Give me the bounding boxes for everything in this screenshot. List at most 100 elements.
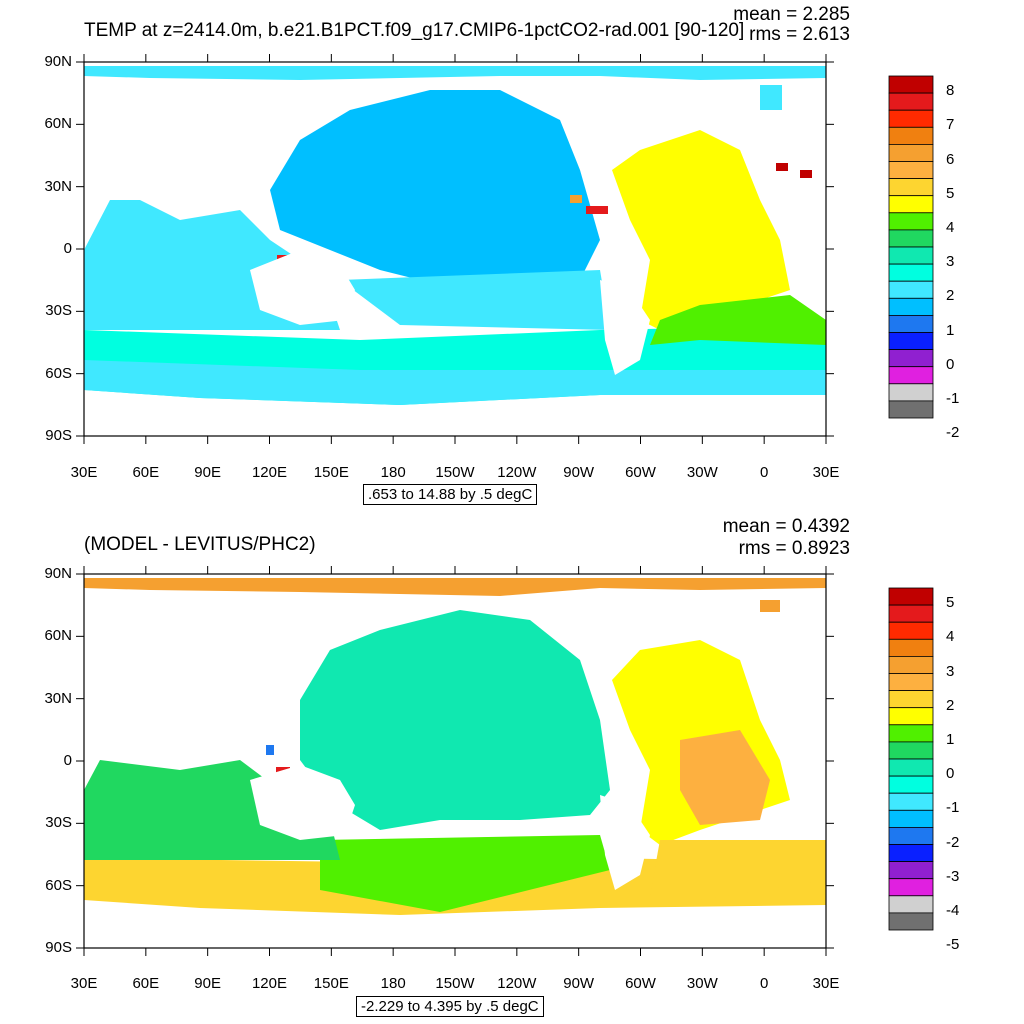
- bottom-legend-swatch: [888, 604, 934, 623]
- bottom-legend-swatch: [888, 844, 934, 863]
- bottom-legend-swatch: [888, 827, 934, 845]
- top-x-tick-label: 60W: [625, 464, 656, 481]
- top-legend-label: 1: [946, 321, 955, 339]
- top-x-tick-label: 60E: [132, 464, 160, 481]
- bottom-legend-swatch: [888, 878, 934, 897]
- bottom-legend-label: 0: [946, 765, 955, 783]
- bottom-y-tick-label: 90N: [44, 565, 72, 582]
- top-legend-swatch: [888, 314, 934, 333]
- bottom-contour-range-label: -2.229 to 4.395 by .5 degC: [356, 996, 544, 1017]
- top-x-tick-label: 180: [380, 464, 406, 481]
- top-x-tick-label: 150E: [313, 464, 349, 481]
- bottom-legend-label: -1: [946, 799, 960, 817]
- bottom-legend-label: -4: [946, 901, 960, 919]
- top-legend-swatch: [888, 109, 934, 128]
- top-legend-swatch: [888, 75, 934, 94]
- top-legend-label: 8: [946, 82, 955, 100]
- bottom-legend-label: -5: [946, 936, 960, 954]
- bottom-x-tick-label: 150W: [435, 975, 475, 992]
- top-y-tick-label: 90N: [44, 53, 72, 70]
- top-x-tick-label: 90W: [563, 464, 595, 481]
- axis-ticks: [76, 54, 834, 956]
- top-legend-label: -1: [946, 389, 960, 407]
- top-legend-swatch: [888, 246, 934, 265]
- bottom-legend-swatch: [888, 741, 934, 760]
- top-legend-swatch: [888, 229, 934, 248]
- top-legend-swatch: [888, 195, 934, 214]
- bottom-legend-label: 3: [946, 662, 955, 680]
- top-x-tick-label: 150W: [435, 464, 475, 481]
- bottom-x-tick-label: 120E: [251, 975, 288, 992]
- bottom-x-tick-label: 150E: [313, 975, 349, 992]
- top-legend-label: 6: [946, 150, 955, 168]
- bottom-x-tick-label: 60W: [625, 975, 656, 992]
- top-y-tick-label: 30N: [44, 177, 72, 195]
- top-map-ocean-field: [84, 66, 826, 405]
- bottom-x-tick-label: 90W: [563, 975, 595, 992]
- top-legend-swatch: [888, 263, 934, 282]
- bottom-x-tick-label: 0: [759, 975, 769, 992]
- top-legend-label: 7: [946, 116, 955, 134]
- top-y-tick-label: 0: [63, 240, 72, 257]
- top-legend-swatch: [888, 161, 934, 180]
- bottom-y-tick-label: 0: [63, 752, 72, 769]
- top-legend-swatch: [888, 92, 934, 111]
- top-x-tick-label: 30W: [686, 464, 718, 481]
- top-x-tick-label: 90E: [194, 464, 221, 481]
- bottom-legend-swatch: [888, 707, 934, 726]
- top-legend-swatch: [888, 349, 934, 368]
- top-x-tick-label: 120W: [497, 464, 537, 481]
- top-y-tick-label: 60S: [45, 364, 72, 382]
- bottom-legend-label: -3: [946, 867, 960, 885]
- bottom-legend-label: 4: [946, 628, 955, 646]
- bottom-legend-swatch: [888, 673, 934, 692]
- bottom-y-tick-label: 60S: [45, 876, 72, 894]
- top-legend-swatch: [888, 212, 934, 231]
- top-legend-swatch: [888, 400, 934, 419]
- bottom-map-land: [250, 765, 650, 890]
- bottom-y-tick-label: 90S: [45, 939, 72, 956]
- bottom-x-tick-label: 60E: [132, 975, 160, 992]
- top-legend-swatch: [888, 366, 934, 385]
- top-y-tick-label: 90S: [45, 427, 72, 444]
- top-y-tick-label: 30S: [45, 302, 72, 320]
- bottom-legend-label: 5: [946, 594, 955, 612]
- top-map: [83, 61, 827, 437]
- top-x-tick-label: 30E: [70, 464, 98, 481]
- top-contour-range-label: .653 to 14.88 by .5 degC: [363, 484, 538, 505]
- bottom-x-tick-label: 180: [380, 975, 406, 992]
- top-panel-title: TEMP at z=2414.0m, b.e21.B1PCT.f09_g17.C…: [84, 20, 745, 41]
- bottom-x-tick-label: 30E: [70, 975, 98, 992]
- bottom-legend-swatch: [888, 690, 934, 709]
- bottom-legend-swatch: [888, 775, 934, 794]
- top-x-tick-label: 120E: [251, 464, 288, 481]
- bottom-x-tick-label: 90E: [194, 975, 221, 992]
- bottom-legend-swatch: [888, 656, 934, 674]
- bottom-legend-swatch: [888, 912, 934, 931]
- top-legend-label: 2: [946, 287, 955, 305]
- bottom-legend-swatch: [888, 638, 934, 657]
- bottom-panel-title: (MODEL - LEVITUS/PHC2): [84, 534, 316, 555]
- bottom-legend-label: 1: [946, 730, 955, 748]
- bottom-legend-swatch: [888, 587, 934, 606]
- bottom-legend-label: 2: [946, 696, 955, 714]
- top-legend-label: -2: [946, 424, 960, 442]
- bottom-x-tick-label: 30E: [812, 975, 840, 992]
- top-legend-label: 4: [946, 218, 955, 236]
- top-panel-rms: rms = 2.613: [749, 24, 850, 45]
- top-legend-swatch: [888, 280, 934, 299]
- bottom-x-tick-label: 30W: [686, 975, 718, 992]
- bottom-y-tick-label: 30S: [45, 814, 72, 832]
- bottom-y-tick-label: 30N: [44, 689, 72, 707]
- bottom-map: [83, 573, 827, 949]
- top-panel-mean: mean = 2.285: [733, 4, 850, 25]
- bottom-legend-swatch: [888, 724, 934, 743]
- top-legend-label: 3: [946, 253, 955, 271]
- bottom-legend-label: -2: [946, 833, 960, 851]
- top-legend-label: 0: [946, 355, 955, 373]
- bottom-legend-swatch: [888, 621, 934, 640]
- top-legend-swatch: [888, 297, 934, 316]
- bottom-legend-swatch: [888, 792, 934, 811]
- bottom-legend-swatch: [888, 758, 934, 777]
